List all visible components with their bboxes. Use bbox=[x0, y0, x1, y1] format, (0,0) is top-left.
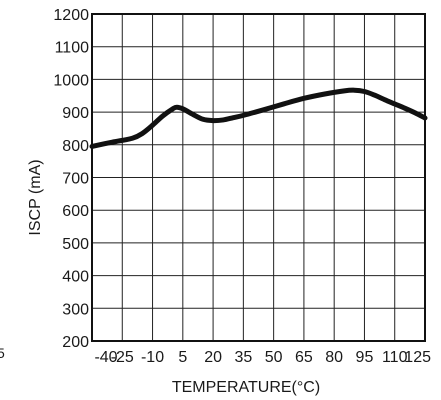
y-tick-label: 900 bbox=[62, 105, 89, 122]
x-tick-label: 95 bbox=[356, 349, 374, 366]
edge-text: 5 bbox=[0, 345, 5, 361]
x-tick-label: 5 bbox=[178, 349, 187, 366]
series-layer bbox=[89, 87, 428, 149]
x-tick-label: 110 bbox=[382, 349, 408, 366]
grid-lines bbox=[91, 13, 426, 342]
y-tick-label: 500 bbox=[62, 236, 89, 253]
y-tick-label: 300 bbox=[62, 301, 89, 318]
x-axis-label: TEMPERATURE(°C) bbox=[172, 379, 320, 396]
y-tick-label: 700 bbox=[62, 171, 89, 188]
y-tick-label: 1200 bbox=[53, 7, 89, 24]
y-tick-label: 200 bbox=[62, 334, 89, 351]
x-tick-label: -40 bbox=[94, 349, 117, 366]
x-tick-label: 125 bbox=[404, 349, 431, 366]
y-tick-labels: 200 300 400 500 600 700 800 900 1000 1100 1200 bbox=[53, 7, 89, 351]
y-tick-label: 1000 bbox=[53, 72, 89, 89]
y-axis-label: ISCP (mA) bbox=[27, 159, 44, 235]
x-tick-label: 20 bbox=[204, 349, 222, 366]
x-tick-label: -10 bbox=[141, 349, 164, 366]
x-tick-label: 35 bbox=[234, 349, 252, 366]
x-tick-label: 65 bbox=[295, 349, 313, 366]
plot-frame bbox=[91, 13, 426, 342]
y-tick-label: 400 bbox=[62, 269, 89, 286]
series-line-0 bbox=[89, 87, 428, 149]
x-tick-label: -25 bbox=[111, 349, 134, 366]
y-tick-label: 600 bbox=[62, 203, 89, 220]
y-tick-label: 1100 bbox=[55, 40, 90, 57]
x-tick-label: 80 bbox=[325, 349, 343, 366]
x-tick-label: 50 bbox=[265, 349, 283, 366]
y-tick-label: 800 bbox=[62, 138, 89, 155]
